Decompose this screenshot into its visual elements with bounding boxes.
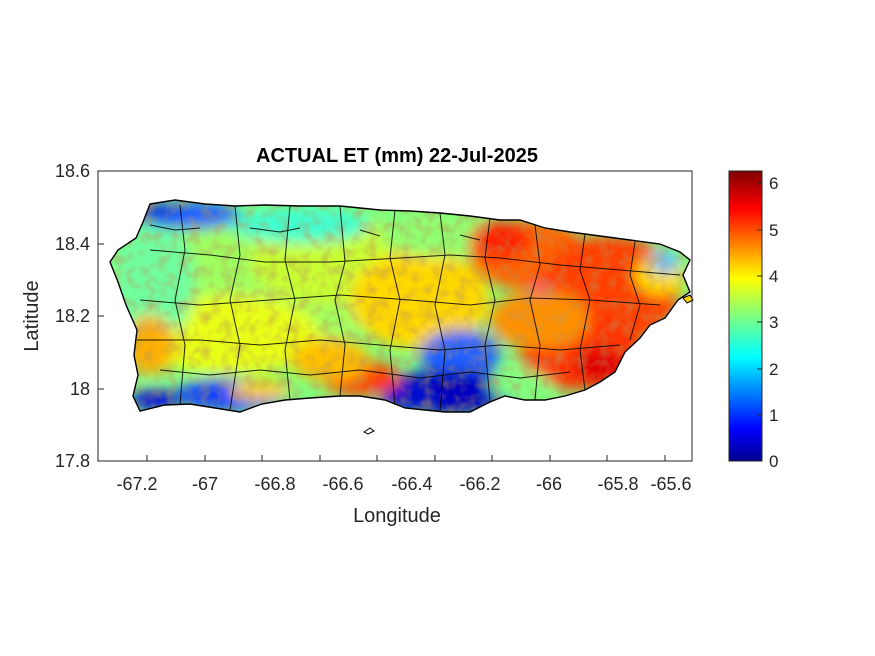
colorbar-tick-label: 5 (769, 221, 778, 240)
colorbar-ticks (757, 182, 762, 462)
x-tick-label: -65.8 (597, 474, 638, 494)
x-tick-label: -66.8 (254, 474, 295, 494)
x-tick-label: -67.2 (116, 474, 157, 494)
y-tick-label: 18.4 (55, 234, 90, 254)
island-outline (109, 199, 691, 413)
y-tick-label: 18.2 (55, 306, 90, 326)
colorbar-tick-label: 2 (769, 360, 778, 379)
colorbar-tick-label: 1 (769, 406, 778, 425)
y-axis-label: Latitude (21, 280, 43, 351)
x-tick-label: -65.6 (650, 474, 691, 494)
y-tick-label: 17.8 (55, 451, 90, 471)
x-axis (146, 455, 666, 461)
y-tick-label: 18.6 (55, 161, 90, 181)
chart-title: ACTUAL ET (mm) 22-Jul-2025 (256, 145, 538, 167)
islet-east (682, 294, 694, 304)
x-tick-label: -66.4 (391, 474, 432, 494)
y-axis (98, 170, 104, 462)
colorbar (728, 170, 763, 462)
municipality-boundaries (137, 204, 681, 413)
x-tick-label: -66.2 (459, 474, 500, 494)
x-tick-label: -66.6 (322, 474, 363, 494)
colorbar-tick-label: 0 (769, 452, 778, 471)
islet-caja-de-muertos (363, 427, 375, 435)
colorbar-tick-label: 3 (769, 313, 778, 332)
x-tick-label: -67 (192, 474, 218, 494)
colorbar-tick-label: 6 (769, 174, 778, 193)
y-tick-label: 18 (70, 379, 90, 399)
x-tick-label: -66 (536, 474, 562, 494)
x-axis-label: Longitude (353, 505, 441, 527)
colorbar-tick-label: 4 (769, 267, 778, 286)
